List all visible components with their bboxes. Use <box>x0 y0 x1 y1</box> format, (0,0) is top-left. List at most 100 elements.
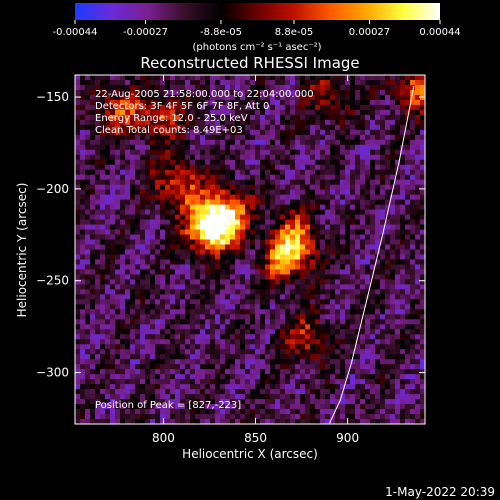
heatmap-cell <box>165 194 171 201</box>
heatmap-cell <box>190 119 196 126</box>
heatmap-cell <box>135 394 141 400</box>
heatmap-cell <box>400 389 406 395</box>
heatmap-cell <box>215 279 221 285</box>
heatmap-cell <box>225 359 231 365</box>
heatmap-cell <box>250 299 256 305</box>
heatmap-cell <box>265 84 271 91</box>
heatmap-cell <box>390 129 396 136</box>
heatmap-cell <box>395 104 401 111</box>
heatmap-cell <box>400 109 406 116</box>
heatmap-cell <box>335 369 341 375</box>
heatmap-cell <box>205 319 211 325</box>
heatmap-cell <box>335 209 341 216</box>
heatmap-cell <box>400 359 406 365</box>
heatmap-cell <box>370 254 376 261</box>
heatmap-cell <box>120 399 126 405</box>
heatmap-cell <box>80 124 86 131</box>
heatmap-cell <box>150 354 156 360</box>
heatmap-cell <box>295 179 301 186</box>
heatmap-cell <box>290 299 296 305</box>
heatmap-cell <box>305 114 311 121</box>
heatmap-cell <box>180 149 186 156</box>
heatmap-cell <box>400 189 406 196</box>
heatmap-cell <box>190 319 196 325</box>
heatmap-cell <box>165 254 171 261</box>
heatmap-cell <box>100 144 106 151</box>
heatmap-cell <box>365 254 371 261</box>
heatmap-cell <box>85 369 91 375</box>
heatmap-cell <box>360 329 366 335</box>
heatmap-cell <box>230 209 236 216</box>
heatmap-cell <box>110 189 116 196</box>
heatmap-cell <box>415 179 421 186</box>
heatmap-cell <box>375 79 381 86</box>
heatmap-cell <box>250 149 256 156</box>
heatmap-cell <box>215 289 221 295</box>
heatmap-cell <box>200 364 206 370</box>
heatmap-cell <box>370 229 376 236</box>
heatmap-cell <box>90 169 96 176</box>
heatmap-cell <box>145 194 151 201</box>
heatmap-cell <box>420 389 425 395</box>
heatmap-cell <box>295 369 301 375</box>
heatmap-cell <box>200 409 206 415</box>
heatmap-cell <box>160 299 166 305</box>
heatmap-cell <box>390 179 396 186</box>
heatmap-cell <box>275 124 281 131</box>
heatmap-cell <box>395 249 401 256</box>
heatmap-cell <box>165 134 171 141</box>
heatmap-cell <box>255 139 261 146</box>
heatmap-cell <box>270 169 276 176</box>
heatmap-cell <box>105 229 111 236</box>
heatmap-cell <box>85 214 91 221</box>
heatmap-cell <box>355 279 361 285</box>
heatmap-cell <box>230 269 236 276</box>
heatmap-cell <box>250 394 256 400</box>
heatmap-cell <box>220 389 226 395</box>
heatmap-cell <box>155 409 161 415</box>
heatmap-cell <box>310 324 316 330</box>
heatmap-cell <box>150 184 156 191</box>
heatmap-cell <box>110 94 116 101</box>
heatmap-cell <box>290 209 296 216</box>
heatmap-cell <box>420 114 425 121</box>
heatmap-cell <box>275 374 281 380</box>
heatmap-cell <box>330 244 336 251</box>
heatmap-cell <box>360 264 366 271</box>
heatmap-cell <box>175 419 181 424</box>
heatmap-cell <box>135 364 141 370</box>
heatmap-cell <box>170 274 176 281</box>
heatmap-cell <box>100 169 106 176</box>
heatmap-cell <box>135 384 141 390</box>
heatmap-cell <box>190 214 196 221</box>
heatmap-cell <box>415 259 421 266</box>
heatmap-cell <box>420 409 425 415</box>
heatmap-cell <box>150 364 156 370</box>
heatmap-cell <box>395 314 401 320</box>
heatmap-cell <box>255 259 261 266</box>
heatmap-cell <box>295 314 301 320</box>
heatmap-cell <box>385 289 391 295</box>
heatmap-cell <box>200 419 206 424</box>
heatmap-cell <box>270 324 276 330</box>
heatmap-cell <box>395 159 401 166</box>
heatmap-cell <box>300 104 306 111</box>
heatmap-cell <box>75 244 81 251</box>
heatmap-cell <box>340 214 346 221</box>
heatmap-cell <box>270 109 276 116</box>
heatmap-cell <box>210 324 216 330</box>
heatmap-cell <box>215 364 221 370</box>
heatmap-cell <box>190 144 196 151</box>
heatmap-cell <box>345 134 351 141</box>
heatmap-cell <box>250 159 256 166</box>
heatmap-cell <box>150 304 156 310</box>
heatmap-cell <box>190 364 196 370</box>
heatmap-cell <box>245 314 251 320</box>
heatmap-cell <box>135 99 141 106</box>
heatmap-cell <box>300 374 306 380</box>
heatmap-cell <box>145 144 151 151</box>
heatmap-cell <box>210 279 216 285</box>
heatmap-cell <box>355 384 361 390</box>
heatmap-cell <box>305 199 311 206</box>
heatmap-cell <box>160 384 166 390</box>
